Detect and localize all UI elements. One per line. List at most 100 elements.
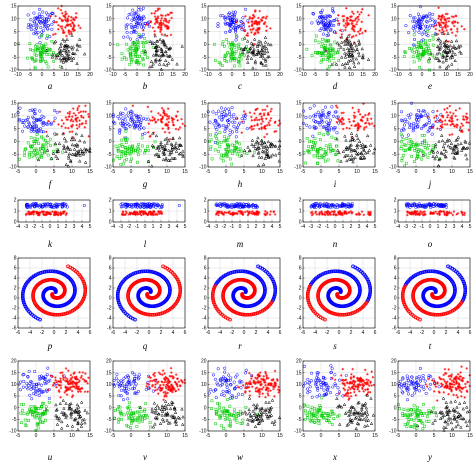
x-tick-label: -2: [40, 330, 45, 336]
data-point: [54, 154, 58, 158]
data-point: [128, 62, 132, 66]
y-tick-label: 2: [394, 198, 397, 204]
data-point: [356, 50, 361, 55]
data-point: [354, 213, 358, 216]
data-point: [312, 141, 315, 144]
data-point: [224, 211, 228, 215]
data-point: [437, 51, 441, 55]
data-point: [76, 151, 80, 155]
data-point: [233, 64, 236, 68]
data-point: [313, 126, 317, 131]
data-point: [62, 46, 66, 50]
data-point: [349, 210, 353, 213]
data-point: [63, 311, 68, 316]
data-point: [316, 162, 320, 166]
data-point: [320, 112, 324, 116]
data-point: [167, 126, 170, 129]
data-point: [237, 60, 240, 64]
data-point: [68, 130, 72, 134]
data-point: [350, 211, 354, 215]
data-point: [76, 106, 80, 110]
data-point: [156, 7, 160, 11]
data-point: [331, 148, 335, 152]
data-point: [329, 150, 332, 154]
data-point: [253, 15, 256, 19]
data-point: [344, 52, 349, 56]
data-point: [44, 205, 48, 209]
data-point: [218, 131, 222, 134]
data-point: [234, 127, 238, 131]
data-point: [223, 57, 227, 60]
x-tick-label: 1: [57, 224, 60, 230]
data-point: [143, 312, 148, 316]
data-point: [67, 115, 71, 119]
x-tick-label: -6: [111, 330, 116, 336]
data-point: [160, 17, 164, 20]
data-point: [124, 26, 128, 30]
scatter-points: [206, 104, 282, 167]
data-point: [223, 21, 227, 25]
data-point: [444, 202, 448, 206]
data-point: [455, 123, 458, 127]
data-point: [426, 29, 430, 33]
data-point: [353, 25, 357, 29]
data-point: [242, 269, 246, 274]
data-point: [356, 128, 360, 132]
data-point: [131, 144, 135, 148]
panel-label: n: [333, 239, 338, 249]
data-point: [116, 297, 120, 301]
data-point: [339, 55, 344, 59]
data-point: [48, 35, 52, 39]
x-tick-label: 3: [453, 224, 456, 230]
data-point: [419, 26, 423, 30]
data-point: [367, 210, 370, 214]
data-point: [260, 141, 264, 145]
data-point: [442, 30, 445, 33]
y-tick-label: -5: [12, 55, 17, 61]
data-point: [465, 112, 468, 116]
data-point: [52, 120, 56, 123]
data-point: [352, 19, 355, 23]
data-point: [57, 23, 60, 27]
data-point: [427, 47, 431, 50]
data-point: [437, 157, 441, 161]
data-point: [226, 12, 231, 16]
data-point: [129, 111, 133, 115]
x-tick-label: 5: [338, 169, 341, 175]
data-point: [149, 110, 153, 113]
data-point: [60, 202, 64, 206]
data-point: [445, 50, 449, 54]
x-tick-label: 6: [184, 330, 187, 336]
x-tick-label: 4: [461, 224, 464, 230]
data-point: [440, 133, 444, 137]
data-point: [159, 47, 164, 51]
data-point: [122, 213, 125, 217]
data-point: [446, 113, 450, 117]
data-point: [77, 111, 81, 115]
grid: [112, 257, 186, 329]
data-point: [27, 155, 31, 159]
data-point: [343, 42, 347, 46]
data-point: [138, 22, 142, 26]
data-point: [71, 28, 75, 31]
data-point: [67, 56, 72, 60]
x-tick-label: 0: [334, 224, 337, 230]
data-point: [141, 212, 145, 215]
data-point: [419, 149, 423, 153]
x-tick-label: -3: [404, 224, 409, 230]
data-point: [212, 302, 217, 307]
data-point: [321, 213, 325, 216]
data-point: [170, 156, 174, 160]
data-point: [242, 25, 246, 29]
data-point: [438, 210, 442, 213]
data-point: [65, 19, 68, 23]
data-point: [141, 32, 145, 36]
data-point: [171, 147, 175, 151]
data-point: [144, 52, 147, 56]
data-point: [155, 146, 159, 150]
data-point: [65, 45, 69, 49]
data-point: [44, 145, 48, 149]
y-tick-label: 10: [391, 114, 397, 120]
data-point: [217, 210, 221, 213]
data-point: [450, 150, 455, 154]
